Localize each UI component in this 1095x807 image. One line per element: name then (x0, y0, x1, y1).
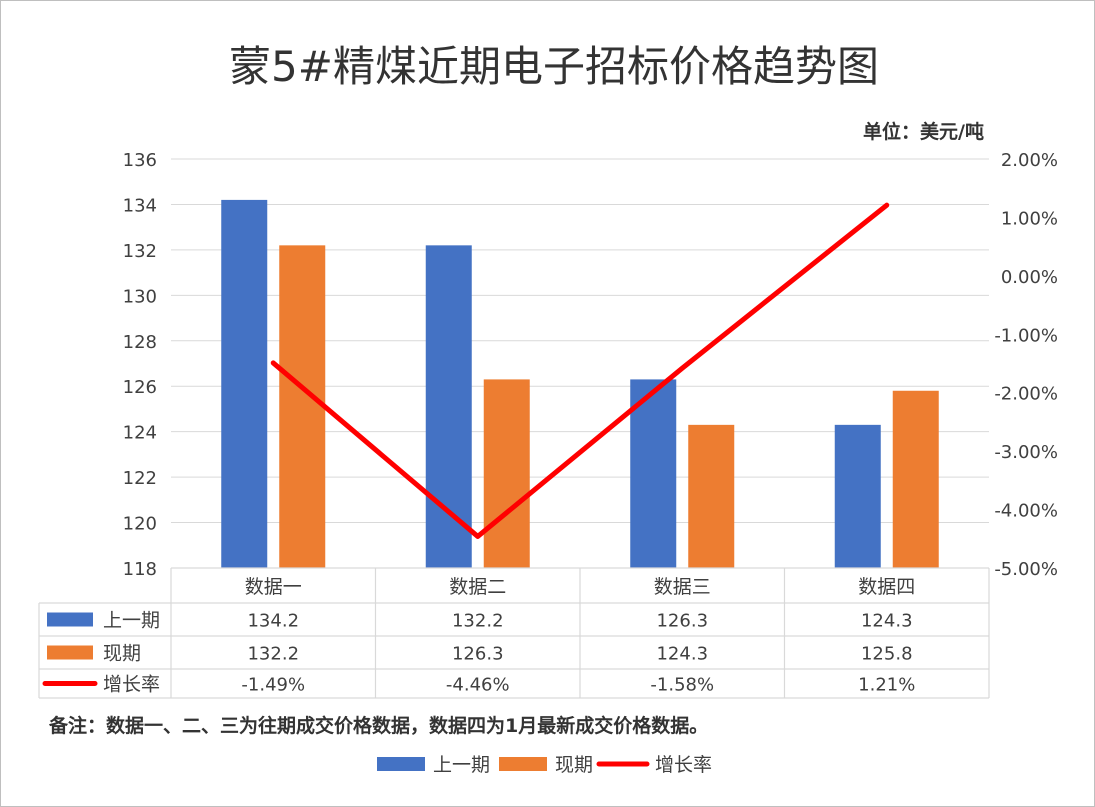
right-tick-label: 2.00% (1001, 150, 1058, 171)
unit-label: 单位：美元/吨 (863, 120, 984, 143)
legend-swatch (499, 757, 547, 771)
left-tick-label: 136 (123, 150, 157, 171)
bar-previous (425, 245, 472, 568)
left-tick-label: 120 (123, 514, 157, 535)
table-series-name: 现期 (103, 643, 141, 665)
left-tick-label: 128 (123, 332, 157, 353)
table-cell-value: 132.2 (452, 611, 504, 632)
legend: 上一期 现期 增长率 (377, 754, 712, 776)
growth-line (270, 202, 890, 539)
right-tick-label: -1.00% (994, 325, 1058, 346)
left-tick-label: 124 (123, 423, 157, 444)
legend-label: 增长率 (655, 754, 712, 776)
right-tick-label: -2.00% (994, 384, 1058, 405)
category-label: 数据二 (449, 576, 506, 598)
bar-current (892, 390, 939, 568)
table-cell-value: 134.2 (247, 611, 299, 632)
legend-swatch (377, 757, 425, 771)
right-tick-label: -3.00% (994, 442, 1058, 463)
right-tick-label: -5.00% (994, 559, 1058, 580)
right-tick-label: -4.00% (994, 501, 1058, 522)
table-cell-value: 1.21% (858, 675, 915, 696)
right-tick-label: 1.00% (1001, 208, 1058, 229)
left-tick-label: 132 (123, 241, 157, 262)
bar-previous (221, 199, 268, 568)
table-cell-value: -4.46% (446, 675, 510, 696)
footnote: 备注：数据一、二、三为往期成交价格数据，数据四为1月最新成交价格数据。 (48, 714, 708, 737)
left-tick-label: 134 (123, 195, 157, 216)
table-legend-swatch (47, 612, 93, 627)
table-cell-value: 124.3 (656, 644, 708, 665)
right-tick-label: 0.00% (1001, 267, 1058, 288)
left-axis: 118 120 122 124 126 128 130 132 134 136 (123, 150, 157, 580)
growth-rate-line (270, 202, 890, 539)
table-cell-value: 125.8 (861, 644, 913, 665)
bar-current (688, 424, 735, 568)
legend-label: 现期 (555, 754, 593, 776)
category-label: 数据四 (858, 576, 915, 598)
right-axis: -5.00% -4.00% -3.00% -2.00% -1.00% 0.00% 1.00%… (994, 150, 1058, 580)
table-cell-value: 132.2 (247, 644, 299, 665)
table-cell-value: -1.58% (650, 675, 714, 696)
left-tick-label: 118 (123, 559, 157, 580)
bar-current (483, 379, 530, 568)
chart-title: 蒙5#精煤近期电子招标价格趋势图 (229, 42, 879, 91)
table-cell-value: 126.3 (452, 644, 504, 665)
legend-label: 上一期 (433, 754, 490, 776)
table-series-name: 增长率 (103, 674, 160, 696)
bar-previous (630, 379, 677, 568)
category-label: 数据三 (654, 576, 711, 598)
category-label: 数据一 (245, 576, 302, 598)
left-tick-label: 122 (123, 468, 157, 489)
left-tick-label: 126 (123, 377, 157, 398)
left-tick-label: 130 (123, 286, 157, 307)
table-cell-value: 126.3 (656, 611, 708, 632)
table-series-name: 上一期 (103, 610, 160, 632)
bar-previous (834, 424, 881, 568)
table-cell-value: 124.3 (861, 611, 913, 632)
bar-current (279, 245, 326, 568)
table-cell-value: -1.49% (241, 675, 305, 696)
bars (221, 199, 939, 568)
table-legend-swatch (47, 645, 93, 660)
